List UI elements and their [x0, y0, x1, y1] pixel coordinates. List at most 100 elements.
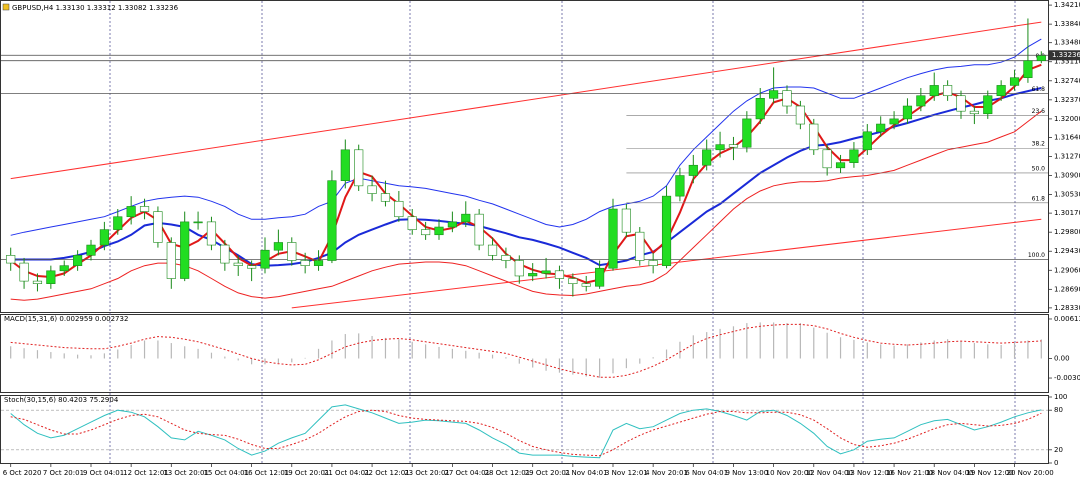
candle-body: [568, 278, 578, 284]
fib-label: 61.8: [1032, 195, 1046, 202]
y-tick-label: 1.29060: [1054, 266, 1080, 274]
x-tick-label: 21 Oct 04:01: [324, 469, 370, 477]
y-tick-label: 0: [1054, 459, 1058, 467]
y-tick-label: 1.32740: [1054, 77, 1080, 85]
candle-body: [19, 262, 29, 282]
x-tick-label: 2 Nov 04:01: [565, 469, 608, 477]
x-tick-label: 18 Nov 04:00: [926, 469, 973, 477]
candle-body: [528, 273, 538, 277]
candle-body: [929, 85, 939, 97]
candle-body: [6, 255, 16, 264]
candle-body: [996, 85, 1006, 97]
y-tick-label: 1.33480: [1054, 39, 1080, 47]
y-tick-label: 1.30900: [1054, 172, 1080, 180]
candle-body: [902, 105, 913, 120]
candle-body: [340, 149, 350, 181]
candle-body: [113, 216, 123, 230]
candle-body: [73, 255, 83, 266]
candle-body: [876, 123, 886, 133]
x-tick-label: 23 Oct 20:01: [404, 469, 450, 477]
x-tick-label: 12 Nov 04:00: [806, 469, 853, 477]
stoch-line: [10, 404, 1042, 459]
x-tick-label: 16 Nov 21:00: [886, 469, 933, 477]
y-tick-label: 100: [1054, 393, 1067, 401]
candle-body: [675, 175, 685, 197]
candle-body: [46, 270, 56, 284]
candle-body: [514, 260, 524, 277]
x-tick-label: 20 Nov 20:00: [1007, 469, 1054, 477]
candle-body: [1036, 54, 1046, 62]
candle-body: [822, 149, 832, 169]
candle-body: [447, 221, 457, 228]
candle-body: [595, 267, 605, 287]
candle-body: [635, 231, 645, 261]
candle-body: [849, 149, 859, 163]
candle-body: [835, 162, 846, 169]
candle-body: [59, 265, 69, 272]
y-tick-label: 1.30530: [1054, 191, 1080, 199]
candle-body: [206, 221, 217, 246]
y-tick-label: 1.28330: [1054, 304, 1080, 312]
y-tick-label: 0.00: [1054, 355, 1070, 363]
candle-body: [969, 110, 979, 115]
candle-body: [380, 193, 391, 202]
candle-body: [86, 244, 96, 256]
chart-title: GBPUSD,H4 1.33130 1.33312 1.33082 1.3323…: [12, 4, 179, 12]
candle-body: [327, 180, 337, 261]
y-tick-label: 1.31270: [1054, 152, 1080, 160]
candle-body: [1009, 77, 1020, 86]
candle-body: [273, 242, 283, 251]
y-tick-label: 1.34210: [1054, 1, 1080, 9]
y-tick-label: 1.32000: [1054, 115, 1080, 123]
macd-panel-frame: [0, 314, 1049, 393]
candle-body: [247, 265, 257, 269]
candle-body: [434, 226, 444, 236]
macd-signal: [10, 323, 1042, 378]
candle-body: [621, 208, 631, 233]
candle-body: [541, 270, 551, 274]
candle-body: [313, 260, 324, 266]
fib-label: 38.2: [1032, 141, 1046, 148]
candle-body: [394, 200, 404, 218]
y-tick-label: 1.28690: [1054, 285, 1080, 293]
y-tick-label: 1.31640: [1054, 133, 1080, 141]
candle-body: [367, 185, 377, 194]
candle-body: [421, 229, 431, 236]
x-tick-label: 22 Oct 12:01: [364, 469, 410, 477]
x-tick-label: 10 Nov 20:00: [766, 469, 813, 477]
candle-body: [608, 208, 618, 269]
candle-body: [983, 95, 993, 115]
y-tick-label: 1.32370: [1054, 96, 1080, 104]
candle-body: [956, 95, 966, 112]
candle-body: [795, 105, 805, 125]
candle-body: [407, 216, 417, 230]
x-tick-label: 9 Nov 13:00: [725, 469, 768, 477]
x-tick-label: 19 Oct 20:01: [284, 469, 330, 477]
candle-body: [166, 242, 176, 279]
x-tick-label: 29 Oct 20:01: [525, 469, 571, 477]
candle-body: [943, 85, 953, 97]
candle-body: [354, 149, 364, 187]
candle-body: [554, 270, 565, 279]
candle-body: [648, 260, 658, 266]
x-tick-label: 13 Oct 20:01: [163, 469, 209, 477]
x-tick-label: 27 Oct 04:01: [444, 469, 490, 477]
candle-body: [260, 249, 270, 269]
fib-label: 50.0: [1032, 165, 1046, 172]
candle-body: [139, 206, 150, 212]
x-tick-label: 6 Nov 04:01: [685, 469, 728, 477]
candle-body: [661, 195, 672, 266]
candle-body: [180, 221, 190, 279]
candle-body: [916, 95, 926, 107]
stoch-panel-frame: [0, 395, 1049, 464]
macd-title: MACD(15,31,6) 0.002959 0.002732: [4, 315, 128, 323]
y-tick-label: 1.29430: [1054, 247, 1080, 255]
candle-body: [688, 164, 698, 176]
x-tick-label: 9 Oct 04:01: [83, 469, 124, 477]
candle-body: [193, 221, 203, 224]
candle-body: [220, 244, 230, 264]
candle-body: [300, 260, 310, 266]
candle-body: [728, 144, 739, 148]
candle-body: [474, 213, 484, 246]
